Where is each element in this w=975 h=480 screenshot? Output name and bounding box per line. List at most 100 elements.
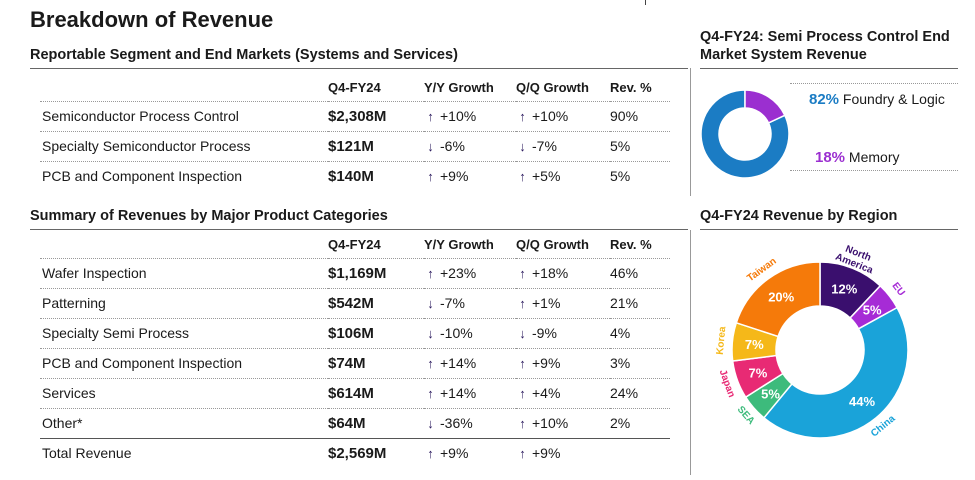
cell-yy: ↓ -7% [424, 287, 516, 318]
slice-name-label: EU [890, 281, 907, 299]
arrow-up-icon: ↑ [427, 446, 434, 462]
slice-value-label: 20% [768, 290, 794, 305]
growth-value: +10% [532, 108, 569, 124]
cell-amt: $2,308M [328, 100, 424, 131]
cell-seg: Specialty Semiconductor Process [40, 130, 328, 161]
growth-value: +9% [532, 445, 561, 462]
table-row: Specialty Semiconductor Process $121M ↓ -6%… [40, 130, 670, 161]
cell-seg: Semiconductor Process Control [40, 100, 328, 131]
cell-amt: $140M [328, 160, 424, 191]
cell-seg: Other* [40, 407, 328, 438]
arrow-down-icon: ↓ [519, 326, 526, 341]
growth-value: +9% [440, 168, 469, 185]
growth-value: +4% [532, 385, 561, 401]
arrow-down-icon: ↓ [519, 139, 526, 154]
cell-amt: $542M [328, 287, 424, 318]
table-row: Patterning $542M ↓ -7% ↑ +1% 21% [40, 287, 670, 318]
cell-qq: ↓ -9% [516, 317, 610, 348]
cell-pct: 90% [610, 100, 670, 131]
growth-value: +14% [440, 355, 477, 371]
header-tick [645, 0, 646, 5]
end-market-title-rule [700, 68, 958, 69]
cell-pct: 5% [610, 160, 670, 191]
memory-pct: 18% [815, 149, 846, 166]
segment-table-title: Reportable Segment and End Markets (Syst… [30, 47, 458, 63]
cell-seg: PCB and Component Inspection [40, 160, 328, 191]
growth-value: +14% [440, 385, 477, 401]
segment-title-rule [30, 68, 688, 69]
cell-qq: ↓ -7% [516, 130, 610, 161]
arrow-up-icon: ↑ [519, 266, 526, 281]
cell-amt: $614M [328, 377, 424, 408]
cell-pct: 21% [610, 287, 670, 318]
memory-leader [790, 170, 958, 171]
segment-header-3: Q/Q Growth [516, 80, 589, 96]
cell-seg: Wafer Inspection [40, 257, 328, 288]
arrow-down-icon: ↓ [427, 139, 434, 154]
region-donut: 12%NorthAmerica5%EU44%China5%SEA7%Japan7… [715, 243, 909, 439]
segment-table: Q4-FY24 Y/Y Growth Q/Q Growth Rev. % Semico… [40, 75, 670, 191]
arrow-up-icon: ↑ [427, 386, 434, 401]
memory-label: 18% Memory [815, 149, 899, 166]
memory-name: Memory [848, 149, 900, 165]
growth-value: -9% [532, 325, 557, 341]
total-row: Total Revenue $2,569M ↑ +9% ↑ +9% [40, 437, 670, 468]
growth-value: +1% [532, 295, 561, 311]
growth-value: -10% [440, 325, 473, 341]
arrow-down-icon: ↓ [427, 296, 434, 311]
cell-seg: Services [40, 377, 328, 408]
cell-qq: ↑ +18% [516, 257, 610, 288]
slice-value-label: 7% [749, 365, 768, 380]
table-row: Wafer Inspection $1,169M ↑ +23% ↑ +18% 46% [40, 257, 670, 288]
cell-pct: 3% [610, 347, 670, 378]
product-table: Q4-FY24 Y/Y Growth Q/Q Growth Rev. % Wafer … [40, 232, 670, 468]
arrow-up-icon: ↑ [519, 356, 526, 371]
table-row: PCB and Component Inspection $140M ↑ +9% ↑ +5… [40, 160, 670, 191]
slice-name-label: Korea [715, 326, 728, 356]
segment-header-4: Rev. % [610, 80, 652, 96]
cell-seg: Total Revenue [40, 437, 328, 468]
cell-amt: $64M [328, 407, 424, 438]
cell-yy: ↑ +9% [424, 437, 516, 468]
slice-foundry-logic [700, 89, 790, 179]
cell-pct: 46% [610, 257, 670, 288]
cell-qq: ↑ +5% [516, 160, 610, 191]
slice-memory [744, 89, 786, 124]
cell-amt: $121M [328, 130, 424, 161]
arrow-up-icon: ↑ [519, 169, 526, 185]
segment-header-row: Q4-FY24 Y/Y Growth Q/Q Growth Rev. % [40, 75, 670, 101]
growth-value: +23% [440, 265, 477, 281]
product-title-rule [30, 229, 688, 230]
arrow-up-icon: ↑ [519, 386, 526, 401]
foundry-leader [790, 83, 958, 84]
end-market-chart-title: Q4-FY24: Semi Process Control End Market… [700, 29, 950, 63]
arrow-up-icon: ↑ [519, 416, 526, 431]
cell-qq: ↑ +10% [516, 100, 610, 131]
arrow-up-icon: ↑ [427, 169, 434, 185]
slice-value-label: 5% [863, 303, 882, 318]
slice-value-label: 12% [831, 282, 857, 297]
table-row: Semiconductor Process Control $2,308M ↑ +10… [40, 100, 670, 131]
cell-yy: ↓ -6% [424, 130, 516, 161]
arrow-up-icon: ↑ [427, 356, 434, 371]
slice-value-label: 44% [849, 394, 875, 409]
cell-amt: $2,569M [328, 437, 424, 468]
cell-yy: ↑ +10% [424, 100, 516, 131]
growth-value: +5% [532, 168, 561, 185]
arrow-up-icon: ↑ [427, 109, 434, 124]
cell-qq: ↑ +4% [516, 377, 610, 408]
foundry-logic-label: 82% Foundry & Logic [809, 91, 945, 108]
cell-qq: ↑ +10% [516, 407, 610, 438]
slice-name-label: Japan [717, 368, 737, 399]
growth-value: -7% [532, 138, 557, 154]
growth-value: +9% [440, 445, 469, 462]
table-row: Other* $64M ↓ -36% ↑ +10% 2% [40, 407, 670, 438]
cell-pct: 2% [610, 407, 670, 438]
arrow-up-icon: ↑ [519, 296, 526, 311]
product-table-title: Summary of Revenues by Major Product Cat… [30, 208, 388, 224]
slice-taiwan [735, 261, 821, 338]
cell-seg: PCB and Component Inspection [40, 347, 328, 378]
slice-value-label: 7% [745, 337, 764, 352]
cell-amt: $1,169M [328, 257, 424, 288]
arrow-up-icon: ↑ [427, 266, 434, 281]
